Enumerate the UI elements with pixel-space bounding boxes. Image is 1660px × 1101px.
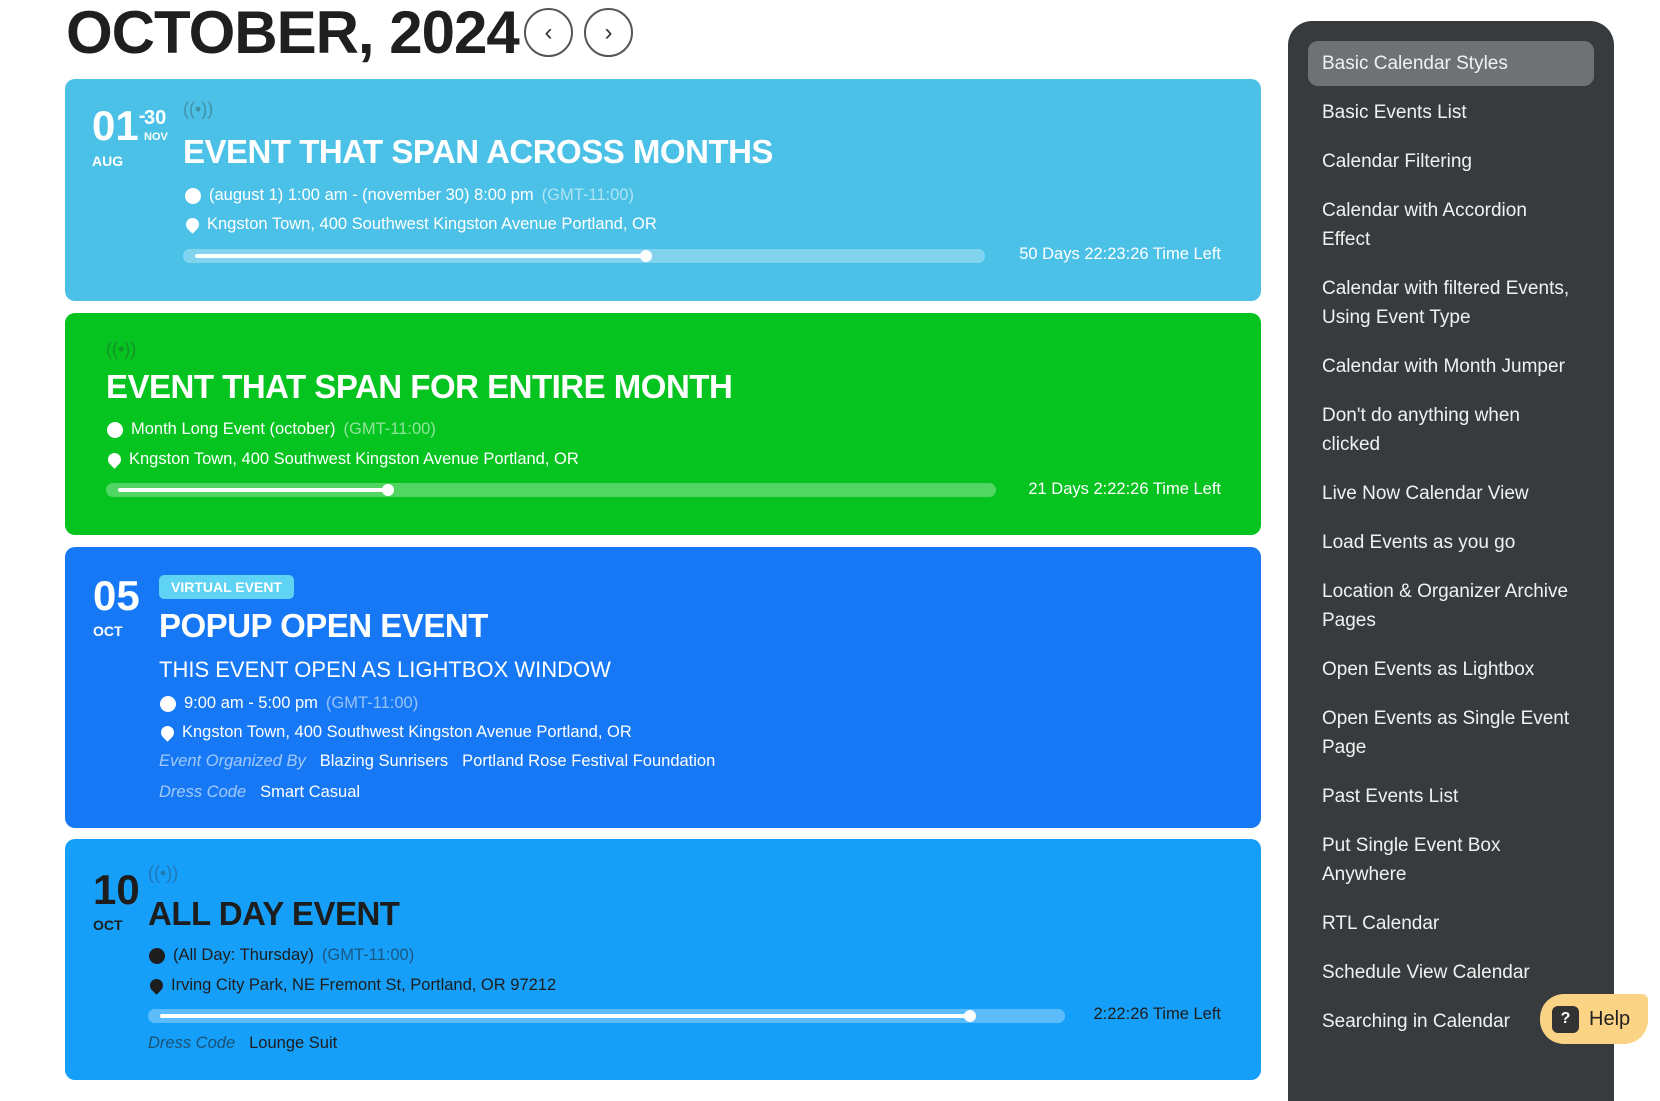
time-left: 50 Days 22:23:26 Time Left xyxy=(1019,245,1221,263)
event-title[interactable]: ALL DAY EVENT xyxy=(148,895,400,932)
event-card[interactable]: 01- 30 NOV AUG ((•)) EVENT THAT SPAN ACROS… xyxy=(65,79,1261,301)
clock-icon xyxy=(185,187,201,204)
location-pin-icon xyxy=(183,215,202,234)
sidebar-item[interactable]: Location & Organizer Archive Pages xyxy=(1322,581,1569,631)
sidebar-item[interactable]: Live Now Calendar View xyxy=(1322,483,1529,504)
event-timezone: (GMT-11:00) xyxy=(541,186,634,204)
next-month-button[interactable]: › xyxy=(584,8,633,57)
clock-icon xyxy=(107,421,123,438)
event-time: (All Day: Thursday) xyxy=(173,946,314,964)
live-broadcast-icon: ((•)) xyxy=(106,339,137,359)
event-timezone: (GMT-11:00) xyxy=(321,946,415,964)
time-left: 21 Days 2:22:26 Time Left xyxy=(1028,480,1221,498)
sidebar-item[interactable]: RTL Calendar xyxy=(1322,913,1440,934)
dress-code-value: Lounge Suit xyxy=(249,1034,338,1052)
help-label: Help xyxy=(1589,1007,1631,1030)
event-progress-bar xyxy=(148,1009,1065,1023)
event-progress-bar xyxy=(183,249,985,263)
event-title[interactable]: POPUP OPEN EVENT xyxy=(159,607,488,644)
event-timezone: (GMT-11:00) xyxy=(325,694,419,712)
event-location: Kngston Town, 400 Southwest Kingston Ave… xyxy=(182,723,632,741)
event-month: OCT xyxy=(93,917,123,933)
sidebar-item[interactable]: Calendar Filtering xyxy=(1322,151,1472,172)
chevron-left-icon: ‹ xyxy=(544,18,553,46)
clock-icon xyxy=(149,947,165,964)
sidebar-item[interactable]: Calendar with Month Jumper xyxy=(1322,356,1565,377)
event-card[interactable]: 10 OCT ((•)) ALL DAY EVENT (All Day: Thur… xyxy=(65,839,1261,1080)
live-broadcast-icon: ((•)) xyxy=(183,99,214,119)
dress-code-label: Dress Code xyxy=(148,1034,236,1052)
organizer-link[interactable]: Portland Rose Festival Foundation xyxy=(462,752,716,770)
event-time: (august 1) 1:00 am - (november 30) 8:00 … xyxy=(209,186,534,204)
help-button[interactable]: ? Help xyxy=(1540,994,1648,1044)
page-title: OCTOBER, 2024 xyxy=(66,0,520,66)
sidebar-nav: Basic Calendar Styles Basic Events List Ca… xyxy=(1288,21,1614,1101)
live-broadcast-icon: ((•)) xyxy=(148,863,179,883)
event-location: Kngston Town, 400 Southwest Kingston Ave… xyxy=(129,450,579,468)
location-pin-icon xyxy=(147,976,166,995)
event-card[interactable]: 05 OCT VIRTUAL EVENT POPUP OPEN EVENT THI… xyxy=(65,547,1261,828)
event-day: 10 xyxy=(93,866,140,913)
virtual-event-badge: VIRTUAL EVENT xyxy=(159,575,294,599)
event-timezone: (GMT-11:00) xyxy=(343,420,436,438)
event-location: Irving City Park, NE Fremont St, Portlan… xyxy=(171,976,557,994)
event-date: 10 OCT xyxy=(93,866,140,934)
event-subtitle: THIS EVENT OPEN AS LIGHTBOX WINDOW xyxy=(159,657,611,682)
sidebar-item[interactable]: Open Events as Lightbox xyxy=(1322,659,1535,680)
event-card[interactable]: ((•)) EVENT THAT SPAN FOR ENTIRE MONTH M… xyxy=(65,313,1261,535)
sidebar-item[interactable]: Schedule View Calendar xyxy=(1322,962,1530,983)
sidebar-item[interactable]: Calendar with filtered Events, Using Eve… xyxy=(1322,278,1570,328)
sidebar-item[interactable]: Don't do anything when clicked xyxy=(1322,405,1520,455)
start-day: 01 xyxy=(92,102,139,149)
start-month: AUG xyxy=(92,153,124,169)
event-title[interactable]: EVENT THAT SPAN FOR ENTIRE MONTH xyxy=(106,368,733,405)
event-date: 05 OCT xyxy=(93,572,140,640)
chevron-right-icon: › xyxy=(604,18,613,46)
event-time: Month Long Event (october) xyxy=(131,420,336,438)
end-day: 30 xyxy=(144,107,167,129)
sidebar-item[interactable]: Basic Calendar Styles xyxy=(1308,41,1594,86)
organized-by-label: Event Organized By xyxy=(159,752,306,770)
organizer-link[interactable]: Blazing Sunrisers xyxy=(319,752,449,770)
event-title[interactable]: EVENT THAT SPAN ACROSS MONTHS xyxy=(183,133,773,170)
sidebar-item[interactable]: Calendar with Accordion Effect xyxy=(1322,200,1527,250)
event-date: 01- 30 NOV AUG xyxy=(92,102,168,170)
sidebar-item[interactable]: Load Events as you go xyxy=(1322,532,1516,553)
clock-icon xyxy=(160,695,176,712)
sidebar-item[interactable]: Searching in Calendar xyxy=(1322,1011,1511,1032)
location-pin-icon xyxy=(105,450,124,469)
sidebar-item[interactable]: Past Events List xyxy=(1322,786,1459,807)
event-location: Kngston Town, 400 Southwest Kingston Ave… xyxy=(207,215,657,233)
event-progress-bar xyxy=(106,483,996,497)
time-left: 2:22:26 Time Left xyxy=(1093,1005,1222,1023)
sidebar-item[interactable]: Basic Events List xyxy=(1322,102,1467,123)
location-pin-icon xyxy=(158,723,177,742)
event-month: OCT xyxy=(93,623,123,639)
sidebar-item[interactable]: Open Events as Single Event Page xyxy=(1322,708,1570,758)
dress-code-label: Dress Code xyxy=(159,783,247,801)
prev-month-button[interactable]: ‹ xyxy=(524,8,573,57)
question-icon: ? xyxy=(1552,1005,1579,1033)
event-day: 05 xyxy=(93,572,140,619)
sidebar-item[interactable]: Put Single Event Box Anywhere xyxy=(1322,835,1501,885)
end-month: NOV xyxy=(144,131,168,143)
event-time: 9:00 am - 5:00 pm xyxy=(184,694,318,712)
dress-code-value: Smart Casual xyxy=(260,783,361,801)
